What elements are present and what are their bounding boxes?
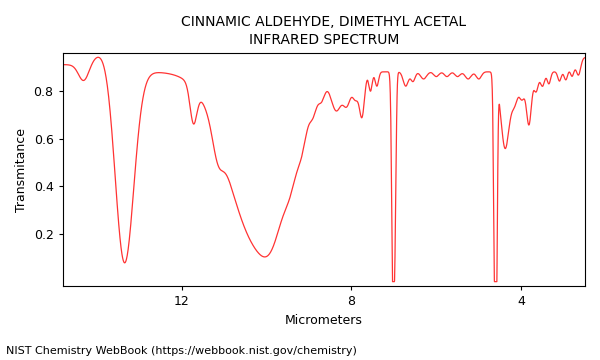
Text: NIST Chemistry WebBook (https://webbook.nist.gov/chemistry): NIST Chemistry WebBook (https://webbook.… <box>6 346 357 356</box>
Y-axis label: Transmitance: Transmitance <box>15 127 28 212</box>
X-axis label: Micrometers: Micrometers <box>285 314 363 327</box>
Title: CINNAMIC ALDEHYDE, DIMETHYL ACETAL
INFRARED SPECTRUM: CINNAMIC ALDEHYDE, DIMETHYL ACETAL INFRA… <box>181 15 466 48</box>
